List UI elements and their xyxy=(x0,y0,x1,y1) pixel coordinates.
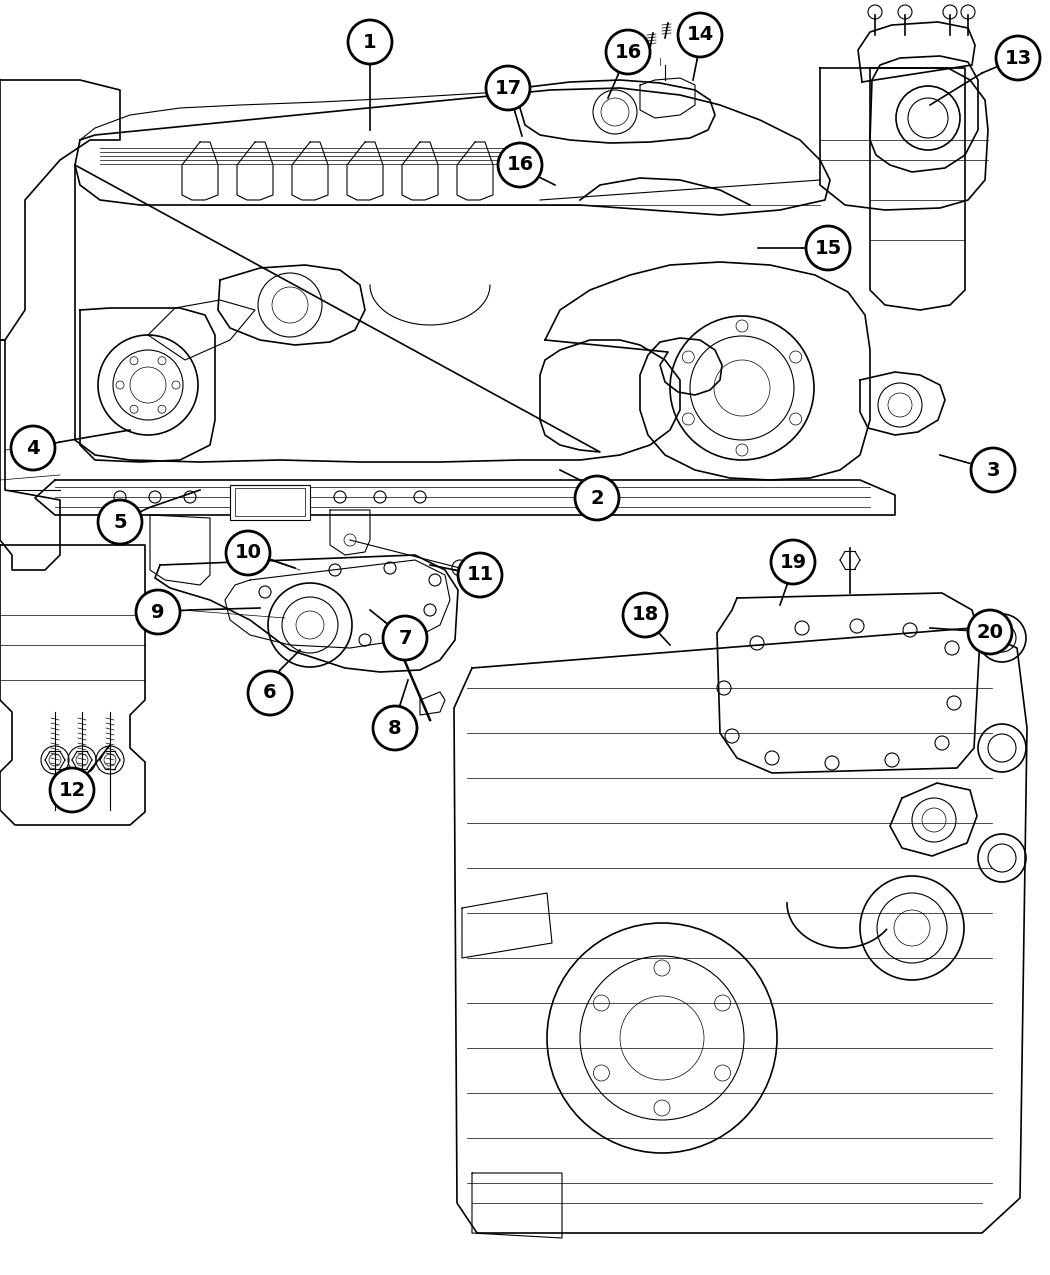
Circle shape xyxy=(971,448,1015,492)
Text: 6: 6 xyxy=(264,683,277,703)
Text: 11: 11 xyxy=(466,566,493,584)
Text: 10: 10 xyxy=(234,543,261,562)
Text: 3: 3 xyxy=(986,460,1000,479)
Circle shape xyxy=(575,476,620,520)
Circle shape xyxy=(458,553,502,597)
Text: 1: 1 xyxy=(363,32,377,51)
Circle shape xyxy=(486,66,530,110)
Circle shape xyxy=(996,36,1040,80)
Circle shape xyxy=(50,768,94,812)
Circle shape xyxy=(498,143,542,187)
Circle shape xyxy=(98,500,142,544)
Text: 8: 8 xyxy=(388,719,402,737)
Circle shape xyxy=(226,530,270,575)
Circle shape xyxy=(373,706,417,750)
Text: 16: 16 xyxy=(614,42,642,61)
Text: 4: 4 xyxy=(26,439,40,458)
Circle shape xyxy=(968,609,1012,654)
Circle shape xyxy=(348,20,392,64)
Text: 13: 13 xyxy=(1005,48,1031,68)
Circle shape xyxy=(771,541,815,584)
Text: 7: 7 xyxy=(398,629,412,648)
Text: 20: 20 xyxy=(976,622,1004,641)
Circle shape xyxy=(248,671,292,715)
Text: 17: 17 xyxy=(495,79,522,97)
Circle shape xyxy=(606,31,650,74)
Bar xyxy=(235,488,304,516)
Text: 14: 14 xyxy=(687,26,714,45)
Text: 18: 18 xyxy=(631,606,658,625)
Circle shape xyxy=(623,593,667,638)
Circle shape xyxy=(383,616,427,660)
Text: 19: 19 xyxy=(779,552,806,571)
Circle shape xyxy=(806,226,850,270)
Text: 2: 2 xyxy=(590,488,604,507)
Text: 9: 9 xyxy=(151,603,165,621)
Circle shape xyxy=(136,590,180,634)
Text: 16: 16 xyxy=(506,156,533,175)
Bar xyxy=(230,484,310,520)
Text: 15: 15 xyxy=(815,238,842,258)
Circle shape xyxy=(678,13,722,57)
Text: 5: 5 xyxy=(113,513,127,532)
Circle shape xyxy=(10,426,55,470)
Text: 12: 12 xyxy=(59,780,86,799)
